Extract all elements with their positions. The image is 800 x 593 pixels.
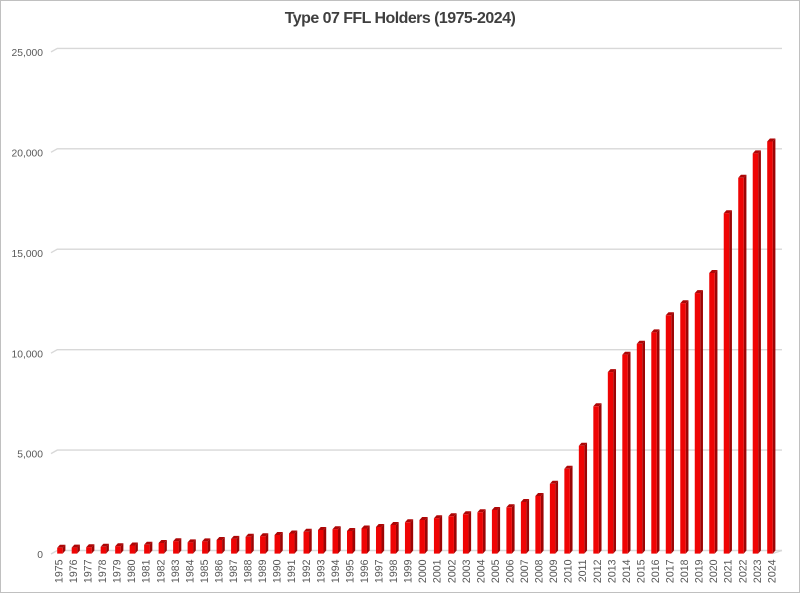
svg-text:10,000: 10,000 (12, 349, 44, 360)
svg-text:0: 0 (37, 550, 43, 561)
svg-text:2006: 2006 (504, 559, 516, 583)
svg-text:1994: 1994 (330, 559, 342, 583)
svg-text:1997: 1997 (374, 559, 386, 583)
svg-text:2023: 2023 (752, 559, 764, 583)
svg-text:2002: 2002 (446, 559, 458, 583)
svg-text:2022: 2022 (737, 559, 749, 583)
svg-text:1989: 1989 (257, 559, 269, 583)
svg-text:1979: 1979 (112, 559, 124, 583)
svg-text:2007: 2007 (519, 559, 531, 583)
svg-text:2015: 2015 (635, 559, 647, 583)
svg-text:2001: 2001 (432, 559, 444, 583)
svg-text:1995: 1995 (344, 559, 356, 583)
svg-text:15,000: 15,000 (12, 249, 44, 260)
svg-text:2009: 2009 (548, 559, 560, 583)
svg-text:1983: 1983 (170, 559, 182, 583)
svg-text:1980: 1980 (126, 559, 138, 583)
svg-text:2018: 2018 (679, 559, 691, 583)
svg-text:1988: 1988 (243, 559, 255, 583)
svg-text:2020: 2020 (708, 559, 720, 583)
svg-text:2011: 2011 (577, 559, 589, 582)
svg-text:2005: 2005 (490, 559, 502, 583)
svg-text:25,000: 25,000 (12, 48, 44, 59)
svg-text:1993: 1993 (315, 559, 327, 583)
svg-text:2017: 2017 (665, 559, 677, 583)
svg-text:2019: 2019 (694, 559, 706, 583)
svg-text:1996: 1996 (359, 559, 371, 583)
svg-text:1999: 1999 (403, 559, 415, 583)
svg-text:1987: 1987 (228, 559, 240, 583)
svg-text:1976: 1976 (68, 559, 80, 583)
svg-text:1990: 1990 (272, 559, 284, 583)
svg-text:2003: 2003 (461, 559, 473, 583)
svg-text:1981: 1981 (141, 559, 153, 583)
svg-text:2008: 2008 (534, 559, 546, 583)
svg-text:2004: 2004 (475, 559, 487, 583)
svg-text:1998: 1998 (388, 559, 400, 583)
svg-text:20,000: 20,000 (12, 149, 44, 160)
svg-text:1977: 1977 (83, 559, 95, 583)
svg-text:5,000: 5,000 (17, 450, 43, 461)
svg-text:2012: 2012 (592, 559, 604, 583)
svg-text:2000: 2000 (417, 559, 429, 583)
svg-text:1975: 1975 (53, 559, 65, 583)
svg-text:2024: 2024 (766, 559, 778, 583)
svg-text:1985: 1985 (199, 559, 211, 583)
svg-text:2014: 2014 (621, 559, 633, 583)
svg-text:2013: 2013 (606, 559, 618, 583)
svg-text:1984: 1984 (184, 559, 196, 583)
svg-text:1978: 1978 (97, 559, 109, 583)
svg-text:2016: 2016 (650, 559, 662, 583)
svg-text:2010: 2010 (563, 559, 575, 583)
svg-text:1991: 1991 (286, 559, 298, 583)
svg-text:1992: 1992 (301, 559, 313, 583)
svg-text:1982: 1982 (155, 559, 167, 583)
svg-text:2021: 2021 (723, 559, 735, 583)
svg-text:1986: 1986 (213, 559, 225, 583)
